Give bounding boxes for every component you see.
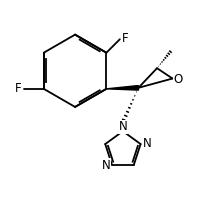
Text: F: F [15,82,21,95]
Text: N: N [119,120,128,133]
Text: N: N [142,136,151,150]
Polygon shape [106,85,139,90]
Text: N: N [102,159,110,172]
Text: F: F [122,32,128,45]
Text: O: O [174,73,183,86]
